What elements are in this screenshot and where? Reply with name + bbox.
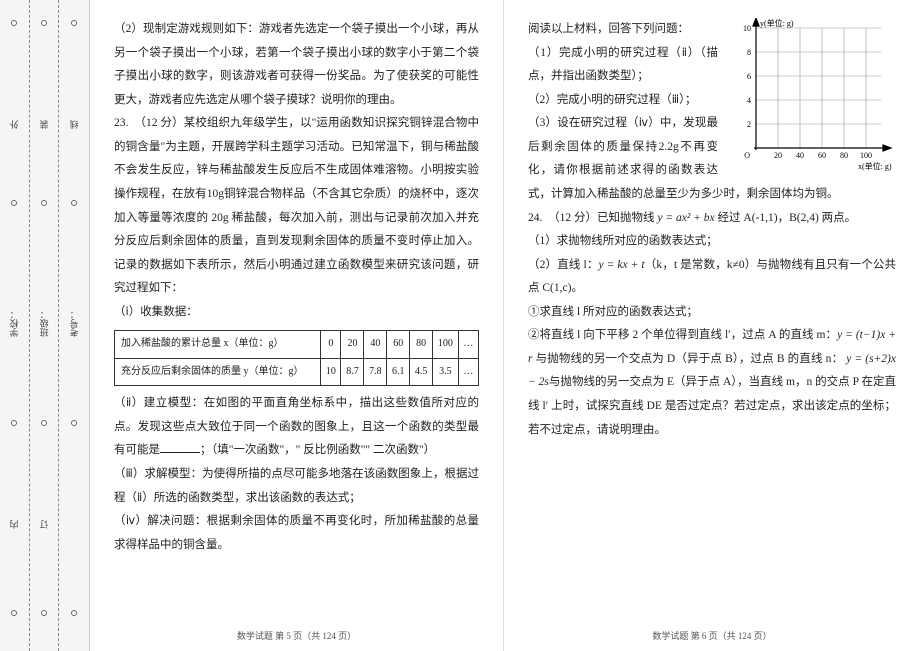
q24-sub2: （2）直线 l：y = kx + t（k，t 是常数，k≠0）与抛物线有且只有一… [528,254,896,301]
table-row: 充分反应后剩余固体的质量 y（单位：g） 10 8.7 7.8 6.1 4.5 … [115,358,479,386]
tick-origin: O [744,151,750,160]
svg-text:6: 6 [747,72,751,81]
svg-text:20: 20 [774,151,782,160]
q22-part2: （2）现制定游戏规则如下：游戏者先选定一个袋子摸出一个小球，再从另一个袋子摸出一… [114,18,479,112]
svg-text:4: 4 [747,96,751,105]
svg-text:60: 60 [818,151,826,160]
binding-margin: 外 学校： 内 装 班级： 订 线 考号： [0,0,90,651]
formula-line-l: y = kx + t [599,259,645,271]
binding-hint-ding: 订 [38,520,51,529]
q23-step-iv: （ⅳ）解决问题：根据剩余固体的质量不再变化时，所加稀盐酸的总量求得样品中的铜含量… [114,510,479,557]
page-footer-6: 数学试题 第 6 页（共 124 页） [504,627,920,645]
binding-hint-inner: 内 [8,520,21,529]
coordinate-grid-chart: O 20 40 60 80 100 2 4 6 8 10 x(单位: g) y(… [726,18,896,173]
q23-stem: 23. （12 分）某校组织九年级学生，以"运用函数知识探究铜锌混合物中的铜含量… [114,112,479,301]
formula-parabola: y = ax² + bx [657,212,714,224]
svg-text:10: 10 [743,24,751,33]
binding-hint-line: 线 [68,120,81,129]
binding-strip-1: 外 学校： 内 [0,0,30,651]
page-footer-5: 数学试题 第 5 页（共 124 页） [90,627,503,645]
page-6: O 20 40 60 80 100 2 4 6 8 10 x(单位: g) y(… [504,0,920,651]
svg-text:80: 80 [840,151,848,160]
q24-stem: 24. （12 分）已知抛物线 y = ax² + bx 经过 A(-1,1)，… [528,207,896,231]
binding-label-class: 班级： [38,310,51,337]
table-row: 加入稀盐酸的累计总量 x（单位：g） 0 20 40 60 80 100 … [115,331,479,359]
x-axis-label: x(单位: g) [858,161,892,171]
svg-text:2: 2 [747,120,751,129]
row-header-x: 加入稀盐酸的累计总量 x（单位：g） [115,331,321,359]
row-header-y: 充分反应后剩余固体的质量 y（单位：g） [115,358,321,386]
q23-step-i: （ⅰ）收集数据： [114,301,479,325]
svg-text:8: 8 [747,48,751,57]
binding-hint-outer: 外 [8,120,21,129]
binding-label-school: 学校： [8,310,21,337]
binding-hint-zhuang: 装 [38,120,51,129]
q24-sub2-1: ①求直线 l 所对应的函数表达式； [528,301,896,325]
data-table: 加入稀盐酸的累计总量 x（单位：g） 0 20 40 60 80 100 … 充… [114,330,479,386]
svg-text:40: 40 [796,151,804,160]
fill-blank[interactable] [160,441,200,453]
binding-strip-2: 装 班级： 订 [30,0,60,651]
q24-sub2-2: ②将直线 l 向下平移 2 个单位得到直线 l′，过点 A 的直线 m：y = … [528,324,896,442]
binding-strip-3: 线 考号： [59,0,89,651]
q23-step-ii: （ⅱ）建立模型：在如图的平面直角坐标系中，描出这些数值所对应的点。发现这些点大致… [114,392,479,463]
q24-sub1: （1）求抛物线所对应的函数表达式； [528,230,896,254]
page-5: （2）现制定游戏规则如下：游戏者先选定一个袋子摸出一个小球，再从另一个袋子摸出一… [90,0,504,651]
y-axis-label: y(单位: g) [760,18,794,28]
svg-text:100: 100 [860,151,872,160]
q23-step-iii: （ⅲ）求解模型：为使得所描的点尽可能多地落在该函数图象上，根据过程（ⅱ）所选的函… [114,463,479,510]
binding-label-id: 考号： [68,310,81,337]
